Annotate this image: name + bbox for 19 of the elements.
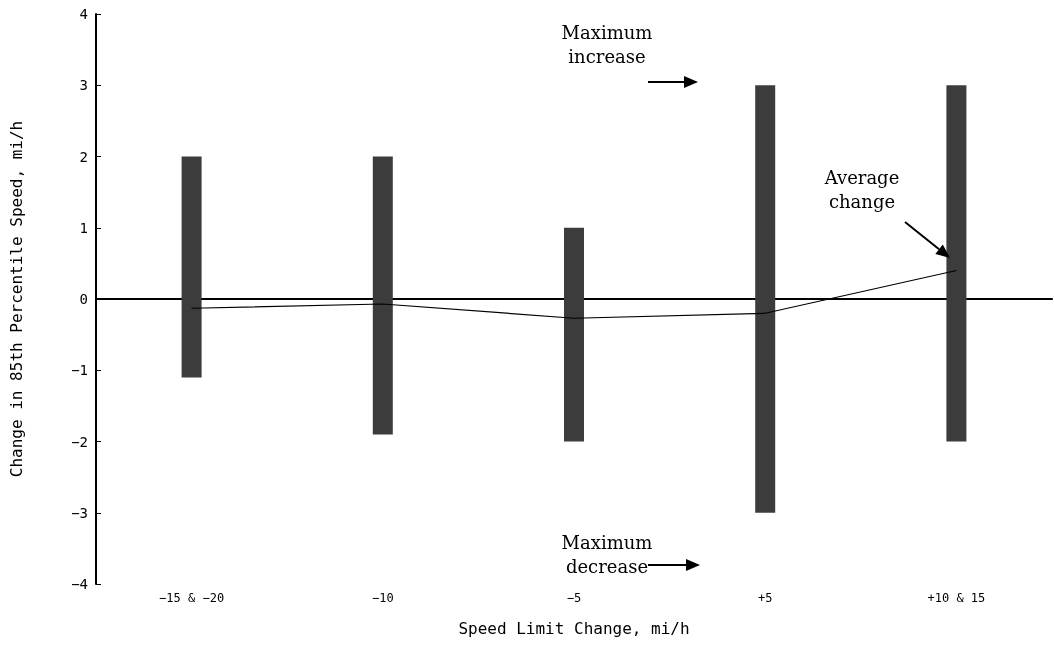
annotation: Maximum decrease [560, 531, 654, 579]
annotation: Average change [823, 166, 901, 214]
y-tick-label: −3 [71, 504, 88, 521]
y-tick-label: 1 [79, 219, 88, 236]
y-tick-label: 0 [79, 291, 88, 307]
y-tick-label: −4 [71, 576, 88, 592]
x-tick-label: +5 [757, 591, 773, 605]
x-tick-label: +10 & 15 [927, 591, 986, 605]
x-tick-label: −15 & −20 [159, 591, 225, 605]
y-tick-label: −2 [71, 433, 88, 450]
y-axis-title: Change in 85th Percentile Speed, mi/h [6, 120, 26, 478]
y-tick-label: 2 [79, 148, 88, 165]
x-axis-title: Speed Limit Change, mi/h [458, 618, 690, 638]
x-tick-label: −5 [566, 591, 582, 605]
y-tick-label: −1 [71, 362, 88, 379]
x-tick-label: −10 [371, 591, 394, 605]
y-tick-label: 4 [79, 6, 88, 22]
annotation: Maximum increase [560, 21, 654, 69]
y-tick-label: 3 [79, 77, 88, 94]
